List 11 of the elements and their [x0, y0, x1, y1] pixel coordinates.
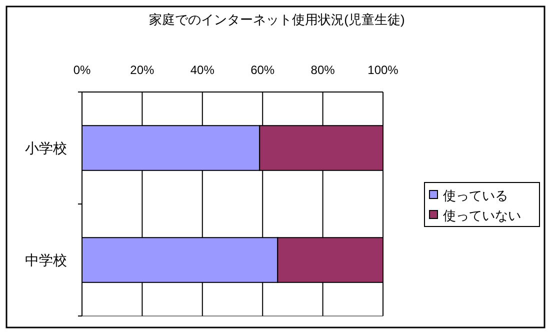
legend-label: 使っていない: [443, 208, 521, 223]
x-tick-label: 80%: [310, 63, 336, 77]
chart-title: 家庭でのインターネット使用状況(児童生徒): [149, 12, 405, 27]
x-tick-label: 0%: [73, 63, 91, 77]
x-tick-label: 20%: [130, 63, 155, 77]
y-tick-label: 小学校: [25, 140, 67, 156]
x-tick-label: 100%: [368, 63, 399, 77]
legend-label: 使っている: [443, 188, 508, 203]
x-tick-label: 60%: [250, 63, 275, 77]
x-tick-label: 40%: [190, 63, 215, 77]
y-tick-label: 中学校: [25, 252, 67, 268]
